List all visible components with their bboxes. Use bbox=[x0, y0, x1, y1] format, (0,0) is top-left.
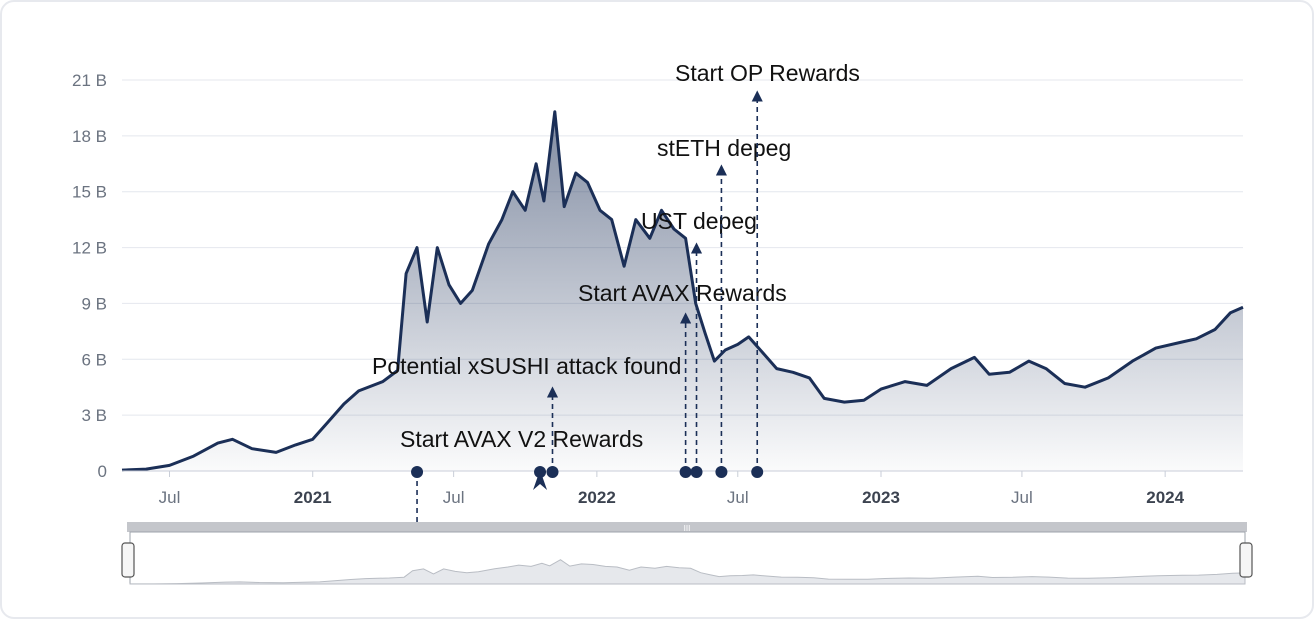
y-axis: 0 3 B 6 B 9 B 12 B 15 B 18 B 21 B bbox=[72, 71, 107, 481]
navigator-grip[interactable]: III bbox=[684, 524, 691, 533]
y-tick-label: 12 B bbox=[72, 239, 107, 258]
annotation-label: stETH depeg bbox=[657, 135, 791, 161]
range-navigator[interactable]: III bbox=[121, 522, 1253, 585]
annotation-label: Start OP Rewards bbox=[675, 60, 860, 86]
annotation-label: Start AVAX Rewards bbox=[578, 280, 787, 306]
annotation-marker[interactable] bbox=[546, 466, 559, 478]
navigator-handle-left[interactable] bbox=[121, 542, 135, 578]
annotation-label: Potential xSUSHI attack found bbox=[372, 353, 681, 379]
series-line-0 bbox=[121, 110, 1244, 472]
annotation-marker[interactable] bbox=[751, 466, 764, 478]
x-tick-label: 2024 bbox=[1146, 488, 1184, 507]
series-area bbox=[121, 110, 1244, 472]
x-tick-label: Jul bbox=[443, 488, 465, 507]
y-tick-label: 15 B bbox=[72, 183, 107, 202]
y-tick-label: 18 B bbox=[72, 127, 107, 146]
x-tick-label: Jul bbox=[1011, 488, 1033, 507]
x-tick-label: 2022 bbox=[578, 488, 616, 507]
annotation-marker[interactable] bbox=[679, 466, 692, 478]
y-tick-label: 3 B bbox=[81, 406, 107, 425]
navigator-scrollbar[interactable] bbox=[127, 522, 1247, 532]
x-tick-label: Jul bbox=[727, 488, 749, 507]
annotation-label: Start AVAX V2 Rewards bbox=[400, 426, 643, 452]
y-tick-label: 9 B bbox=[81, 294, 107, 313]
x-tick-label: Jul bbox=[159, 488, 181, 507]
annotation-marker[interactable] bbox=[715, 466, 728, 478]
x-tick-label: 2021 bbox=[294, 488, 332, 507]
x-tick-label: 2023 bbox=[862, 488, 900, 507]
y-tick-label: 0 bbox=[98, 462, 107, 481]
navigator-series bbox=[129, 559, 1246, 585]
annotation-arrow bbox=[533, 470, 548, 490]
annotation-marker[interactable] bbox=[690, 466, 703, 478]
annotation-label: UST depeg bbox=[641, 208, 757, 234]
y-tick-label: 21 B bbox=[72, 71, 107, 90]
annotation-marker[interactable] bbox=[534, 466, 547, 478]
y-tick-label: 6 B bbox=[81, 350, 107, 369]
navigator-handle-right[interactable] bbox=[1239, 542, 1253, 578]
series-area-fill-0 bbox=[122, 111, 1243, 471]
annotation-marker[interactable] bbox=[411, 466, 424, 478]
